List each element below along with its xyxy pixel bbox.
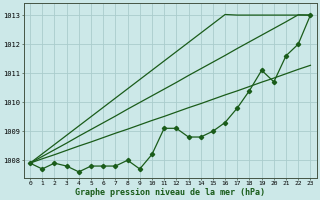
X-axis label: Graphe pression niveau de la mer (hPa): Graphe pression niveau de la mer (hPa) [75,188,265,197]
